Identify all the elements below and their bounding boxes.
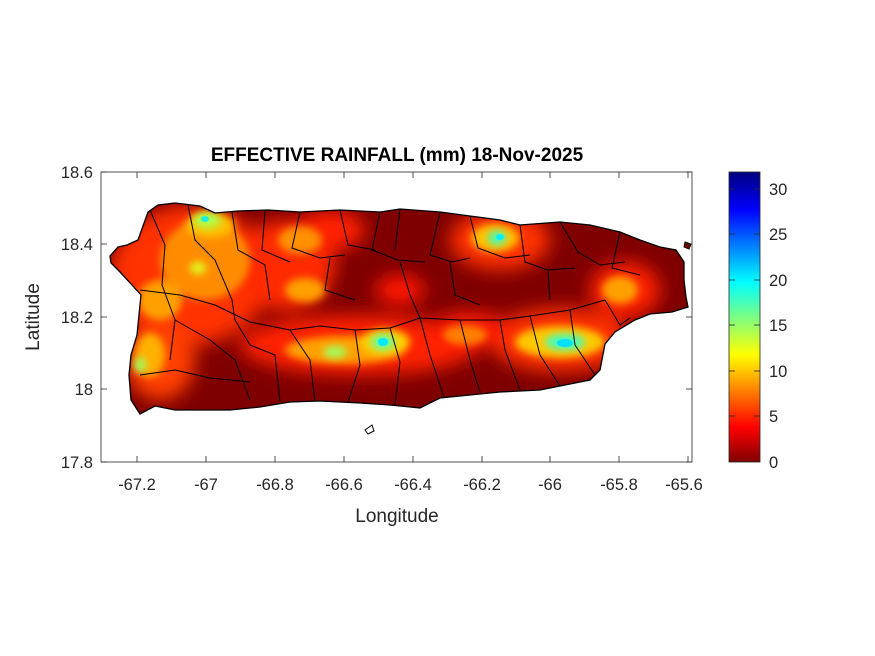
x-tick-label: -66.4 [394, 476, 432, 494]
colorbar-tick-label: 0 [769, 454, 778, 472]
y-axis [101, 171, 692, 463]
y-tick-label: 18 [75, 381, 93, 399]
y-axis-label: Latitude [23, 283, 44, 351]
islet [364, 424, 375, 435]
colorbar-tick-label: 30 [769, 181, 787, 199]
colorbar [728, 171, 761, 463]
x-tick-labels: -67.2 -67 -66.8 -66.6 -66.4 -66.2 -66 -6… [118, 476, 703, 494]
island-coastline [109, 202, 689, 415]
x-tick-label: -67 [194, 476, 218, 494]
x-tick-label: -66 [538, 476, 562, 494]
x-axis [136, 172, 689, 462]
colorbar-tick-label: 10 [769, 363, 787, 381]
x-tick-label: -65.6 [665, 476, 703, 494]
x-tick-label: -65.8 [600, 476, 638, 494]
x-tick-label: -67.2 [118, 476, 156, 494]
x-tick-label: -66.6 [325, 476, 363, 494]
rainfall-field [110, 203, 688, 414]
colorbar-tick-label: 20 [769, 272, 787, 290]
colorbar-ticks [729, 188, 760, 417]
municipality-boundaries [139, 204, 641, 406]
y-tick-label: 18.4 [61, 236, 93, 254]
x-tick-label: -66.8 [256, 476, 294, 494]
x-tick-label: -66.2 [463, 476, 501, 494]
y-tick-label: 18.6 [61, 164, 93, 182]
x-axis-label: Longitude [355, 506, 438, 527]
chart-title: EFFECTIVE RAINFALL (mm) 18-Nov-2025 [211, 145, 584, 166]
colorbar-tick-label: 5 [769, 408, 778, 426]
colorbar-tick-labels: 30 25 20 15 10 5 0 [769, 181, 787, 472]
y-tick-label: 18.2 [61, 309, 93, 327]
y-tick-labels: 18.6 18.4 18.2 18 17.8 [61, 164, 93, 472]
colorbar-tick-label: 15 [769, 317, 787, 335]
colorbar-tick-label: 25 [769, 226, 787, 244]
y-tick-label: 17.8 [61, 454, 93, 472]
